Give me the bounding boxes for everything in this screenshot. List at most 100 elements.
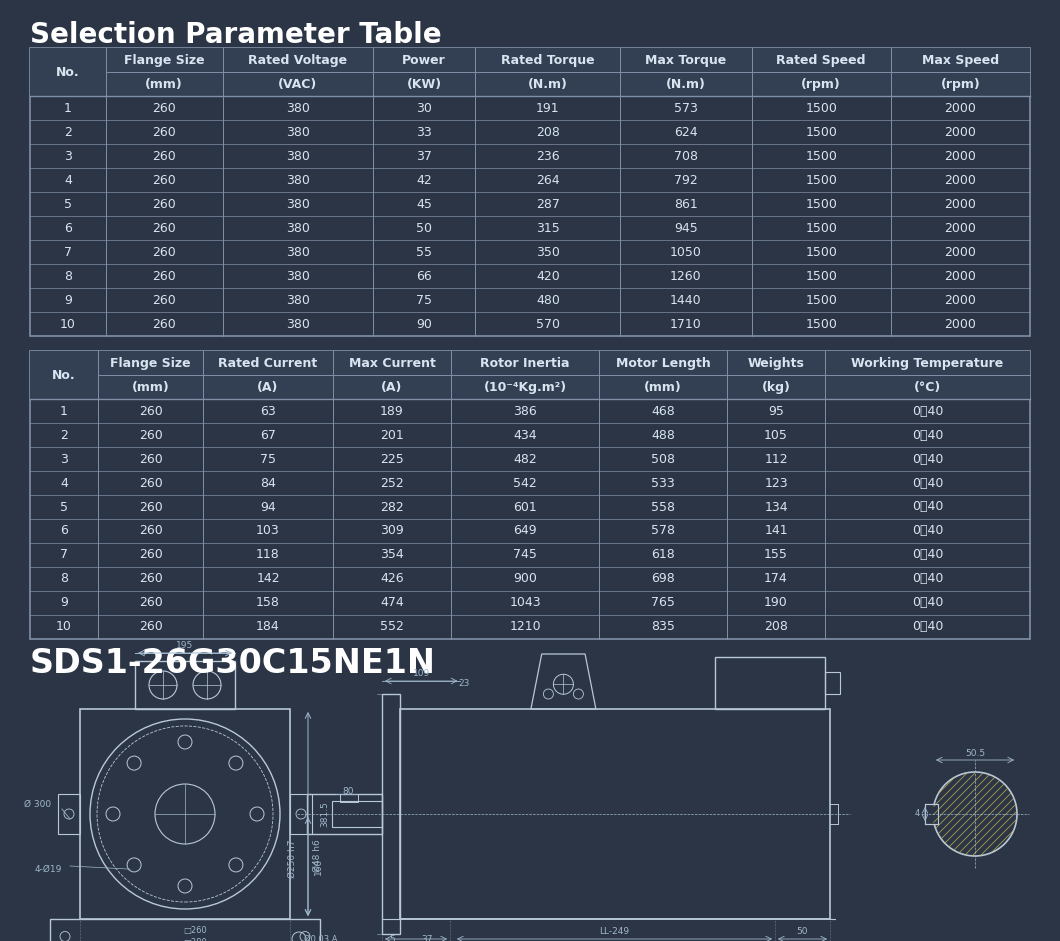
Text: 1500: 1500 bbox=[806, 269, 837, 282]
Text: 260: 260 bbox=[153, 221, 176, 234]
Text: 50: 50 bbox=[417, 221, 432, 234]
Text: 1500: 1500 bbox=[806, 221, 837, 234]
Text: 4-Ø19: 4-Ø19 bbox=[34, 865, 61, 873]
Text: 482: 482 bbox=[513, 453, 536, 466]
Text: 1500: 1500 bbox=[806, 173, 837, 186]
Text: 0～40: 0～40 bbox=[912, 597, 943, 610]
Text: 75: 75 bbox=[417, 294, 432, 307]
Bar bbox=[30, 351, 1030, 639]
Bar bbox=[716, 657, 825, 709]
Text: (°C): (°C) bbox=[914, 380, 941, 393]
Text: 5: 5 bbox=[389, 934, 395, 941]
Text: 94: 94 bbox=[260, 501, 276, 514]
Text: 745: 745 bbox=[513, 549, 537, 562]
Text: 75: 75 bbox=[260, 453, 276, 466]
Bar bbox=[332, 801, 382, 827]
Text: 1050: 1050 bbox=[670, 246, 702, 259]
Text: 1710: 1710 bbox=[670, 317, 702, 330]
Text: 45: 45 bbox=[417, 198, 432, 211]
Text: 3: 3 bbox=[64, 150, 72, 163]
Bar bbox=[80, 709, 290, 919]
Text: 618: 618 bbox=[651, 549, 675, 562]
Text: Max Speed: Max Speed bbox=[922, 54, 999, 67]
Text: 508: 508 bbox=[651, 453, 675, 466]
Bar bbox=[30, 351, 1030, 399]
Text: 260: 260 bbox=[139, 405, 162, 418]
Text: Power: Power bbox=[403, 54, 446, 67]
Text: 2: 2 bbox=[64, 125, 72, 138]
Text: 2000: 2000 bbox=[944, 294, 976, 307]
Text: Selection Parameter Table: Selection Parameter Table bbox=[30, 21, 442, 49]
Text: (A): (A) bbox=[382, 380, 403, 393]
Text: (mm): (mm) bbox=[131, 380, 170, 393]
Text: 0～40: 0～40 bbox=[912, 524, 943, 537]
Text: (10⁻⁴Kg.m²): (10⁻⁴Kg.m²) bbox=[483, 380, 566, 393]
Text: 380: 380 bbox=[286, 294, 310, 307]
Text: 1: 1 bbox=[64, 102, 72, 115]
Bar bbox=[340, 794, 358, 802]
Text: 37: 37 bbox=[421, 934, 432, 941]
Text: 1500: 1500 bbox=[806, 198, 837, 211]
Bar bbox=[400, 709, 830, 919]
Text: 1500: 1500 bbox=[806, 246, 837, 259]
Text: 1500: 1500 bbox=[806, 125, 837, 138]
Text: Ø0.03 A: Ø0.03 A bbox=[304, 934, 338, 941]
Text: 350: 350 bbox=[536, 246, 560, 259]
Text: 7: 7 bbox=[60, 549, 68, 562]
Text: 260: 260 bbox=[139, 476, 162, 489]
Text: 434: 434 bbox=[513, 428, 536, 441]
Text: 142: 142 bbox=[257, 572, 280, 585]
Text: 155: 155 bbox=[764, 549, 788, 562]
Text: (rpm): (rpm) bbox=[940, 77, 981, 90]
Text: Working Temperature: Working Temperature bbox=[851, 357, 1004, 370]
Text: 252: 252 bbox=[381, 476, 404, 489]
Text: (rpm): (rpm) bbox=[801, 77, 841, 90]
Text: 0～40: 0～40 bbox=[912, 572, 943, 585]
Text: 84: 84 bbox=[260, 476, 276, 489]
Text: 2000: 2000 bbox=[944, 173, 976, 186]
Text: 380: 380 bbox=[286, 150, 310, 163]
Text: 9: 9 bbox=[64, 294, 72, 307]
Text: 0～40: 0～40 bbox=[912, 476, 943, 489]
Text: Ø250 h7: Ø250 h7 bbox=[287, 839, 297, 878]
Text: 533: 533 bbox=[651, 476, 675, 489]
Text: 118: 118 bbox=[257, 549, 280, 562]
Text: 105: 105 bbox=[764, 428, 788, 441]
Text: 380: 380 bbox=[286, 102, 310, 115]
Text: Ø 300: Ø 300 bbox=[24, 800, 52, 808]
Text: 1260: 1260 bbox=[670, 269, 702, 282]
Text: 201: 201 bbox=[381, 428, 404, 441]
Text: 708: 708 bbox=[674, 150, 697, 163]
Text: 3: 3 bbox=[60, 453, 68, 466]
Text: 282: 282 bbox=[381, 501, 404, 514]
Text: 33: 33 bbox=[417, 125, 432, 138]
Text: 380: 380 bbox=[286, 269, 310, 282]
Text: Flange Size: Flange Size bbox=[124, 54, 205, 67]
Text: 260: 260 bbox=[139, 597, 162, 610]
Text: □280: □280 bbox=[183, 938, 207, 941]
Text: 260: 260 bbox=[139, 501, 162, 514]
Text: 8: 8 bbox=[60, 572, 68, 585]
Text: 260: 260 bbox=[153, 173, 176, 186]
Text: 468: 468 bbox=[651, 405, 675, 418]
Text: 900: 900 bbox=[513, 572, 537, 585]
Text: 4: 4 bbox=[64, 173, 72, 186]
Text: 90: 90 bbox=[417, 317, 432, 330]
Text: 0～40: 0～40 bbox=[912, 405, 943, 418]
Text: 50: 50 bbox=[797, 928, 808, 936]
Text: 2000: 2000 bbox=[944, 246, 976, 259]
Text: □260: □260 bbox=[183, 926, 207, 935]
Text: (N.m): (N.m) bbox=[666, 77, 706, 90]
Text: 380: 380 bbox=[286, 221, 310, 234]
Text: 55: 55 bbox=[417, 246, 432, 259]
Text: 134: 134 bbox=[764, 501, 788, 514]
Text: 4: 4 bbox=[60, 476, 68, 489]
Text: (kg): (kg) bbox=[761, 380, 791, 393]
Text: 260: 260 bbox=[139, 620, 162, 633]
Bar bbox=[925, 804, 938, 824]
Text: 2000: 2000 bbox=[944, 150, 976, 163]
Text: (KW): (KW) bbox=[407, 77, 442, 90]
Text: 1500: 1500 bbox=[806, 317, 837, 330]
Bar bbox=[382, 694, 400, 934]
Bar bbox=[825, 672, 840, 694]
